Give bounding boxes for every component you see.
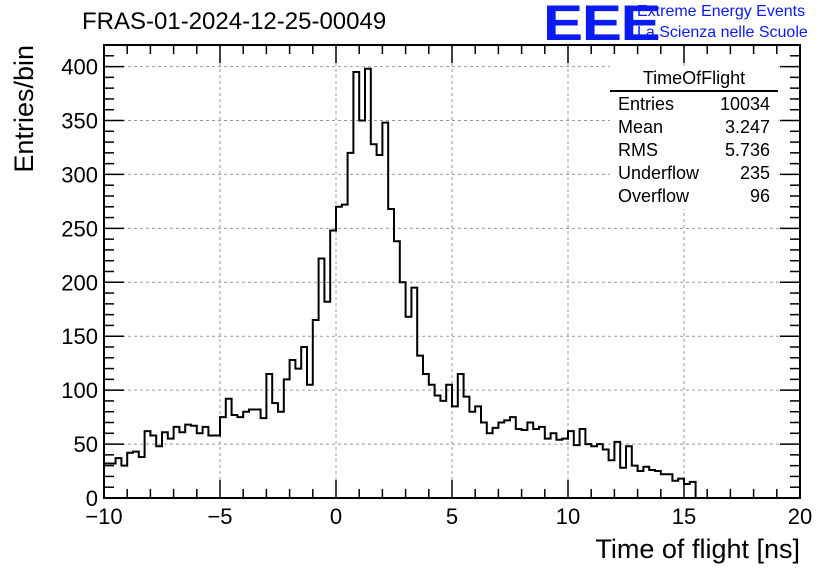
x-tick-label: −10: [85, 504, 122, 529]
y-tick-label: 200: [61, 270, 98, 295]
stats-key: Mean: [618, 117, 664, 137]
x-tick-label: 5: [446, 504, 458, 529]
stats-row-entries: Entries 10034: [618, 94, 770, 116]
stats-value: 3.247: [724, 117, 770, 137]
stats-row-underflow: Underflow 235: [618, 163, 770, 185]
y-axis-title: Entries/bin: [9, 45, 39, 173]
stats-value: 235: [739, 163, 770, 183]
x-tick-label: 10: [556, 504, 580, 529]
y-tick-label: 350: [61, 109, 98, 134]
x-tick-label: 0: [330, 504, 342, 529]
axis-ticks: [103, 44, 801, 499]
stats-value: 96: [749, 186, 770, 206]
x-axis-title: Time of flight [ns]: [595, 534, 800, 564]
stats-key: Underflow: [618, 163, 700, 183]
stats-title: TimeOfFlight: [642, 68, 746, 88]
x-tick-label: 15: [672, 504, 696, 529]
stats-row-overflow: Overflow 96: [618, 186, 770, 208]
histogram-series: [103, 67, 697, 498]
y-tick-label: 300: [61, 162, 98, 187]
y-tick-label: 0: [86, 486, 98, 511]
axis-labels: −10 −5 0 5 10 15 20050100150200250300350400Tim…: [9, 45, 812, 564]
stats-key: RMS: [618, 140, 658, 160]
stats-key: Overflow: [618, 186, 690, 206]
y-tick-label: 250: [61, 216, 98, 241]
x-tick-label: 20: [788, 504, 812, 529]
stats-value: 10034: [719, 94, 770, 114]
stats-divider: [610, 90, 778, 92]
stats-box: TimeOfFlight Entries 10034 Mean 3.247 RM…: [610, 66, 778, 209]
y-tick-label: 400: [61, 55, 98, 80]
eee-logo-mark: EEE: [543, 0, 661, 51]
stats-row-rms: RMS 5.736: [618, 140, 770, 162]
chart-title: FRAS-01-2024-12-25-00049: [82, 8, 387, 35]
y-tick-label: 100: [61, 378, 98, 403]
stats-key: Entries: [618, 94, 675, 114]
logo-text-line2: La Scienza nelle Scuole: [637, 24, 808, 41]
stats-value: 5.736: [724, 140, 770, 160]
y-tick-label: 150: [61, 324, 98, 349]
stats-row-mean: Mean 3.247: [618, 117, 770, 139]
x-tick-label: −5: [207, 504, 232, 529]
logo-text-line1: Extreme Energy Events: [637, 3, 806, 20]
y-tick-label: 50: [74, 432, 98, 457]
